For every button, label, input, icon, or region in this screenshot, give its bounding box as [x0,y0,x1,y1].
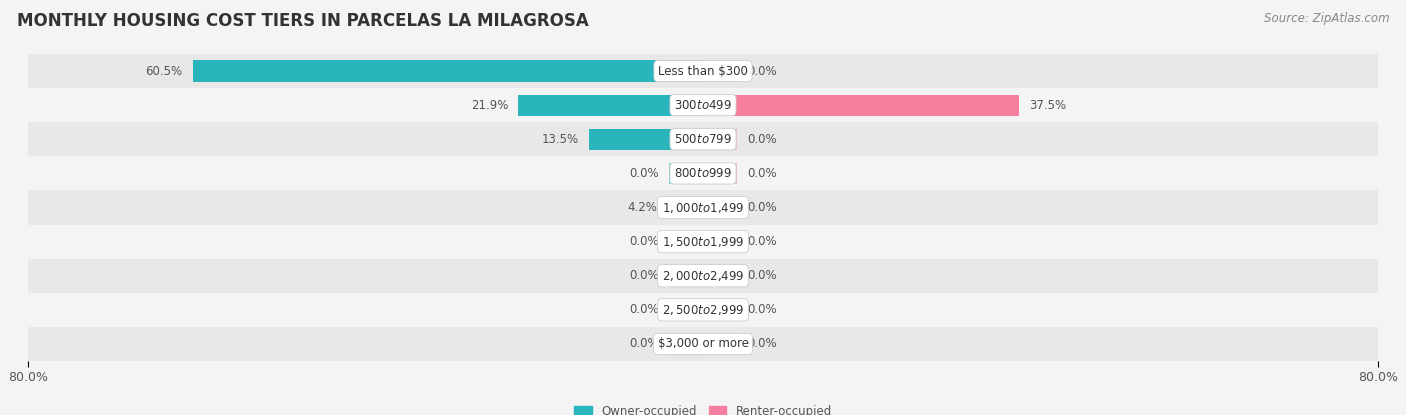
Bar [669,299,703,320]
Text: $300 to $499: $300 to $499 [673,99,733,112]
Text: 0.0%: 0.0% [630,235,659,248]
Bar [703,299,737,320]
Text: 0.0%: 0.0% [630,269,659,282]
Text: $500 to $799: $500 to $799 [673,133,733,146]
Text: 0.0%: 0.0% [747,235,776,248]
Bar [28,54,1378,88]
Bar [669,163,703,184]
Bar [28,156,1378,190]
Bar [28,190,1378,225]
Text: $2,000 to $2,499: $2,000 to $2,499 [662,269,744,283]
Bar [703,95,1019,116]
Bar [669,333,703,354]
Bar [28,293,1378,327]
Bar [28,327,1378,361]
Text: Less than $300: Less than $300 [658,64,748,78]
Text: 60.5%: 60.5% [145,64,183,78]
Text: Source: ZipAtlas.com: Source: ZipAtlas.com [1264,12,1389,25]
Text: 0.0%: 0.0% [747,167,776,180]
Text: MONTHLY HOUSING COST TIERS IN PARCELAS LA MILAGROSA: MONTHLY HOUSING COST TIERS IN PARCELAS L… [17,12,589,30]
Text: 0.0%: 0.0% [747,269,776,282]
Bar [703,129,737,150]
Text: 0.0%: 0.0% [630,303,659,316]
Text: $1,000 to $1,499: $1,000 to $1,499 [662,200,744,215]
Bar [703,61,737,82]
Text: 13.5%: 13.5% [541,133,579,146]
Bar [669,265,703,286]
Bar [28,259,1378,293]
Text: $3,000 or more: $3,000 or more [658,337,748,351]
Text: 0.0%: 0.0% [747,64,776,78]
Bar [519,95,703,116]
Text: $1,500 to $1,999: $1,500 to $1,999 [662,234,744,249]
Bar [589,129,703,150]
Bar [28,122,1378,156]
Text: 0.0%: 0.0% [747,201,776,214]
Text: 4.2%: 4.2% [627,201,658,214]
Bar [668,197,703,218]
Bar [193,61,703,82]
Text: $2,500 to $2,999: $2,500 to $2,999 [662,303,744,317]
Text: 0.0%: 0.0% [747,133,776,146]
Text: 21.9%: 21.9% [471,99,508,112]
Bar [669,231,703,252]
Bar [703,163,737,184]
Bar [703,197,737,218]
Text: 0.0%: 0.0% [747,337,776,351]
Legend: Owner-occupied, Renter-occupied: Owner-occupied, Renter-occupied [569,400,837,415]
Bar [703,333,737,354]
Bar [703,231,737,252]
Text: 0.0%: 0.0% [630,337,659,351]
Text: $800 to $999: $800 to $999 [673,167,733,180]
Bar [703,265,737,286]
Bar [28,225,1378,259]
Text: 0.0%: 0.0% [630,167,659,180]
Bar [28,88,1378,122]
Text: 0.0%: 0.0% [747,303,776,316]
Text: 37.5%: 37.5% [1029,99,1067,112]
